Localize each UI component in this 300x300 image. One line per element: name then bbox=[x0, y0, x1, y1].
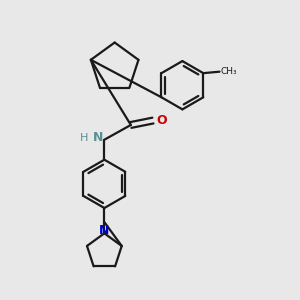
Text: CH₃: CH₃ bbox=[220, 67, 237, 76]
Text: H: H bbox=[80, 133, 88, 142]
Text: N: N bbox=[92, 131, 103, 144]
Text: N: N bbox=[99, 224, 110, 237]
Text: O: O bbox=[156, 114, 166, 127]
